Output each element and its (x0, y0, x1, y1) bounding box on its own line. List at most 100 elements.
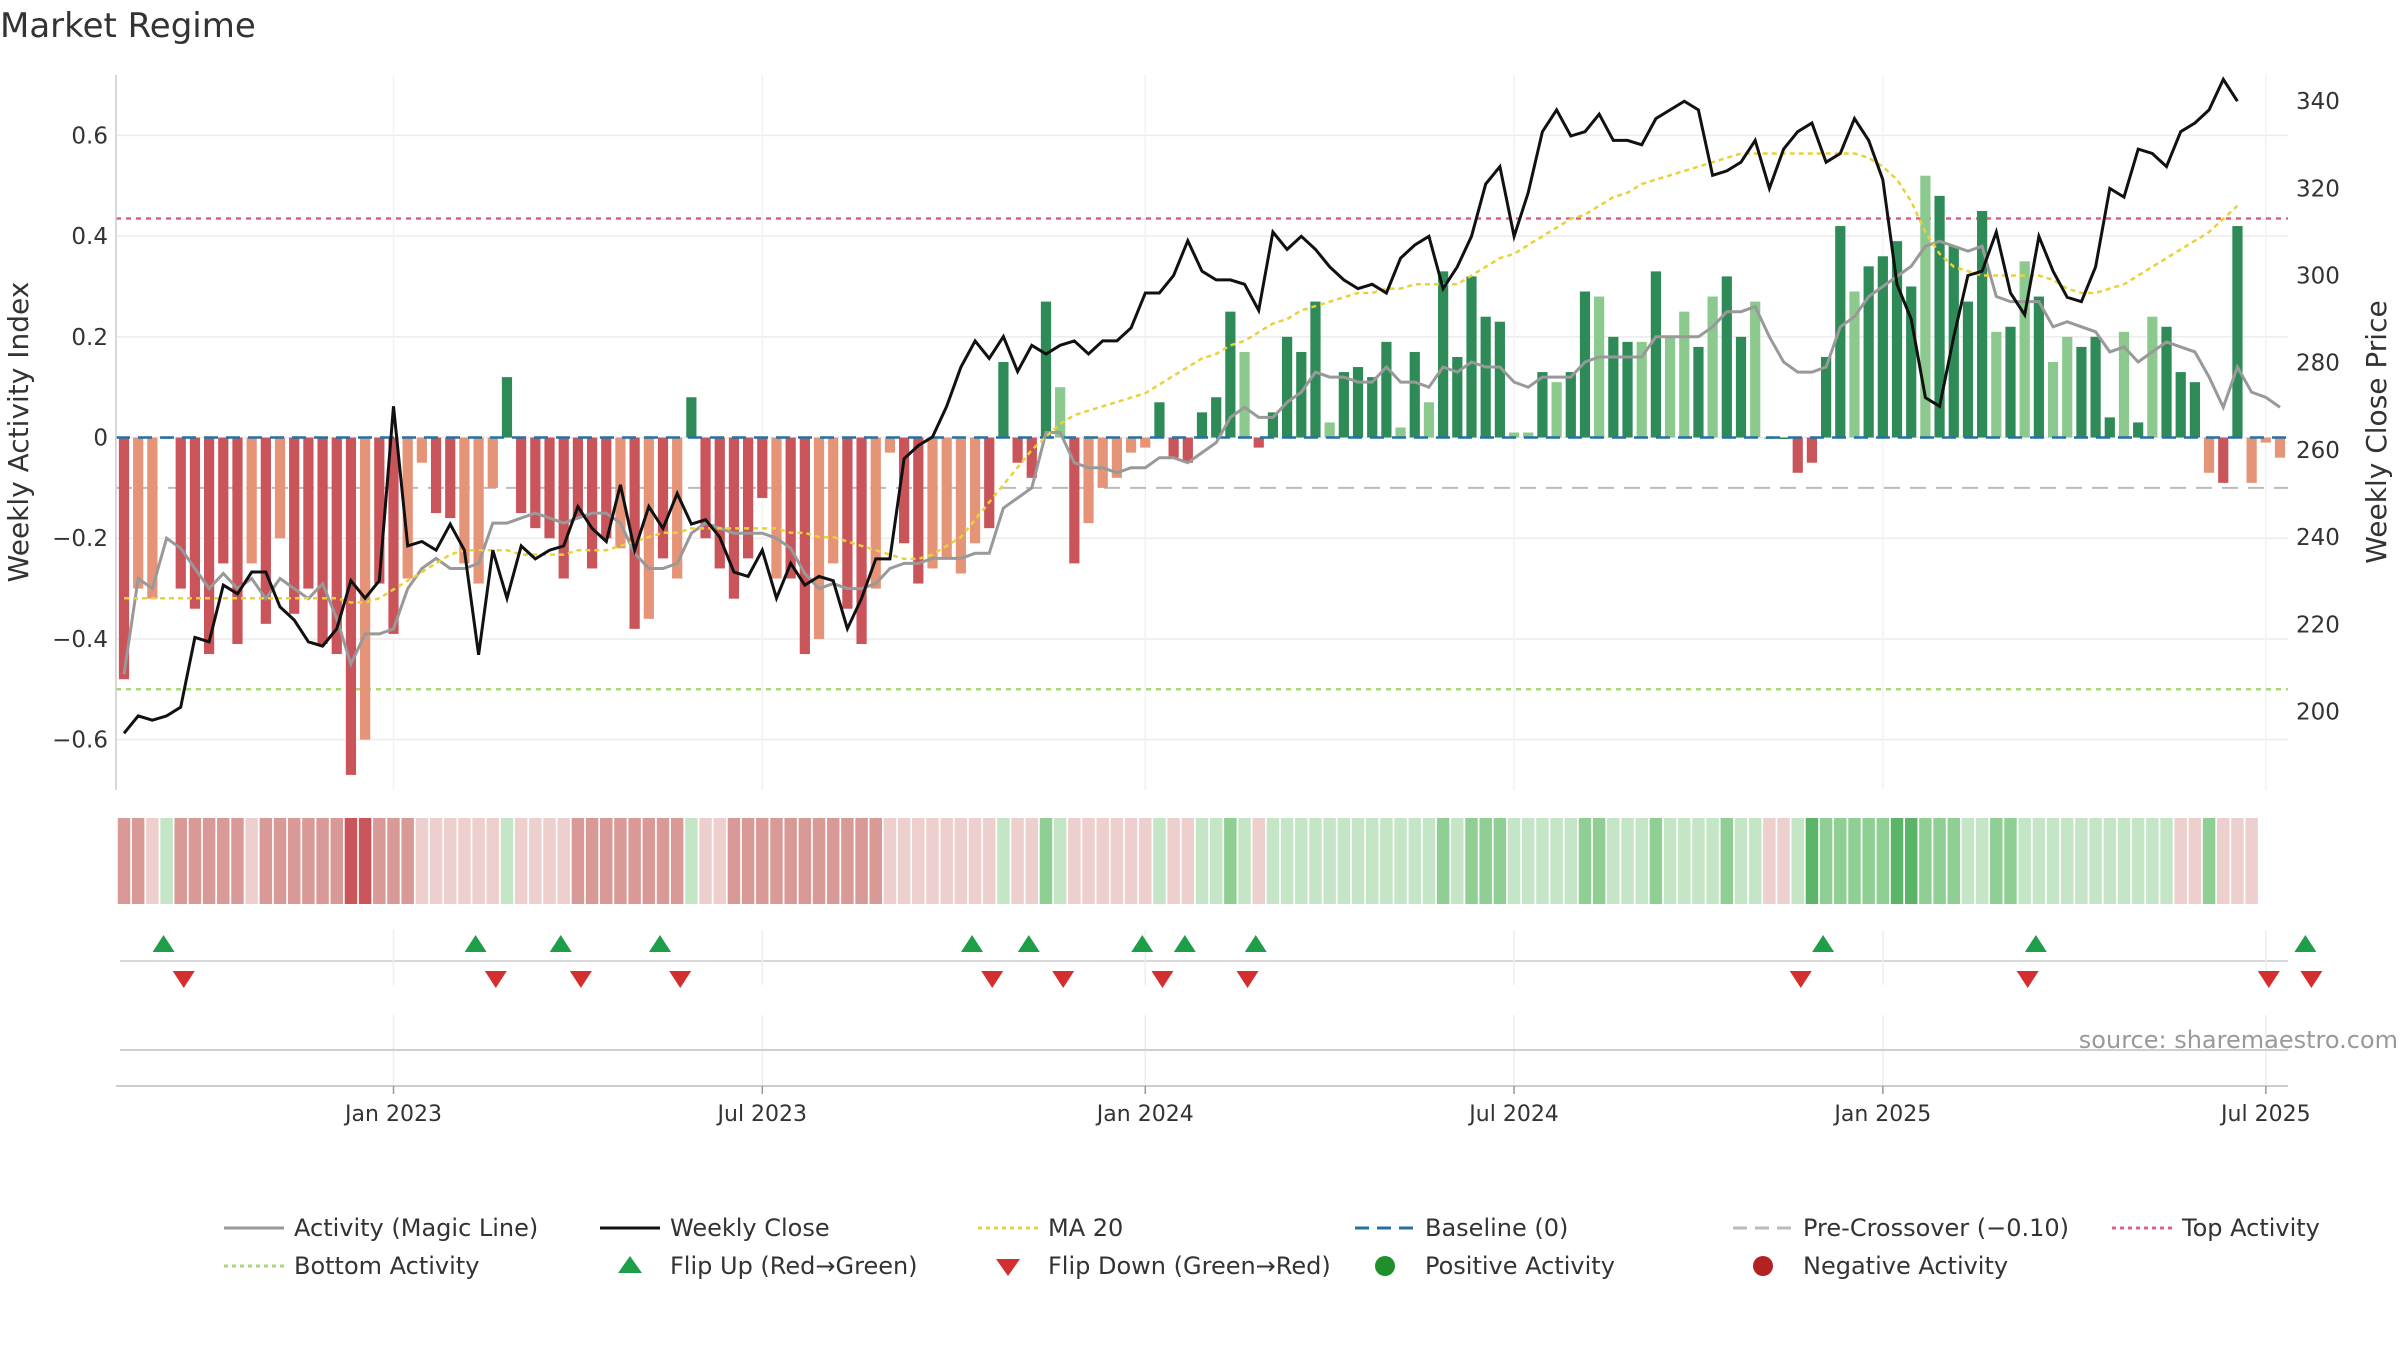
activity-bar (842, 437, 853, 609)
activity-bar (1849, 291, 1860, 438)
regime-cell (1734, 818, 1748, 904)
regime-cell (1791, 818, 1804, 904)
y-tick-left: −0.4 (52, 627, 108, 653)
regime-cell (1422, 818, 1436, 904)
regime-cell (2245, 818, 2258, 904)
regime-cell (1068, 818, 1081, 904)
activity-bar (1211, 397, 1222, 438)
regime-cell (1819, 818, 1833, 904)
regime-cell (756, 818, 769, 904)
y-axis-label-left: Weekly Activity Index (2, 282, 35, 583)
activity-bar (615, 437, 626, 549)
activity-bar (856, 437, 867, 644)
flip-up-marker (464, 935, 487, 952)
activity-bar (388, 437, 399, 634)
activity-bar (430, 437, 442, 514)
activity-bar (1934, 195, 1945, 438)
regime-cell (699, 818, 712, 904)
regime-cell (287, 818, 301, 904)
regime-cell (741, 818, 755, 904)
activity-bar (686, 397, 697, 438)
regime-cell (1053, 818, 1067, 904)
regime-cell (2046, 818, 2060, 904)
activity-bar (232, 437, 243, 644)
flip-down-marker (2257, 971, 2280, 988)
activity-bar (2232, 226, 2243, 438)
y-tick-right: 200 (2296, 700, 2340, 726)
regime-cell (1635, 818, 1648, 904)
flip-down-marker (669, 971, 692, 988)
activity-bar (246, 437, 257, 564)
activity-bar (2274, 437, 2286, 458)
y-tick-right: 220 (2296, 612, 2340, 638)
regime-cell (954, 818, 968, 904)
activity-bar (445, 437, 456, 519)
activity-bar (473, 437, 484, 584)
activity-bar (913, 437, 924, 584)
regime-cell (1592, 818, 1606, 904)
activity-bar (516, 437, 527, 514)
regime-cell (2018, 818, 2031, 904)
flip-down-marker (1151, 971, 1174, 988)
legend-swatch-dot (1753, 1256, 1773, 1276)
regime-cell (1763, 818, 1776, 904)
regime-cell (259, 818, 273, 904)
activity-bar (1409, 351, 1420, 438)
regime-cell (1167, 818, 1180, 904)
activity-bar (133, 437, 144, 589)
legend-label: Bottom Activity (294, 1252, 479, 1280)
regime-cell (302, 818, 315, 904)
regime-cell (373, 818, 386, 904)
activity-bar (1239, 351, 1250, 438)
regime-cell (401, 818, 414, 904)
regime-cell (146, 818, 159, 904)
regime-cell (188, 818, 202, 904)
regime-cell (387, 818, 400, 904)
regime-cell (585, 818, 599, 904)
activity-bar (2005, 326, 2016, 438)
regime-cell (2146, 818, 2159, 904)
regime-cell (2231, 818, 2244, 904)
regime-cell (1224, 818, 1237, 904)
activity-bar (189, 437, 201, 609)
regime-cell (1961, 818, 1975, 904)
regime-cell (940, 818, 953, 904)
regime-cell (1011, 818, 1024, 904)
regime-cell (1990, 818, 2003, 904)
regime-cell (443, 818, 457, 904)
regime-cell (1904, 818, 1918, 904)
activity-bar (558, 437, 569, 579)
weekly-close-line (122, 76, 2239, 735)
regime-cell (472, 818, 485, 904)
regime-cell (1777, 818, 1790, 904)
activity-bar (2076, 346, 2087, 438)
activity-bar (1097, 437, 1108, 488)
activity-bar (1735, 336, 1747, 438)
regime-cell (1181, 818, 1195, 904)
activity-bar (927, 437, 938, 569)
regime-cell (1975, 818, 1989, 904)
regime-cell (770, 818, 783, 904)
activity-bar (360, 437, 371, 740)
regime-cell (1876, 818, 1890, 904)
regime-cell (2202, 818, 2216, 904)
legend: Activity (Magic Line) Weekly Close MA 20 Ba… (224, 1214, 2320, 1280)
regime-cell (1153, 818, 1166, 904)
activity-bar (544, 437, 555, 539)
activity-bar (1196, 412, 1208, 438)
activity-bar (714, 437, 725, 569)
activity-bar (2104, 417, 2115, 438)
activity-bar (1040, 301, 1052, 438)
regime-cell (1578, 818, 1592, 904)
activity-bar (1182, 437, 1193, 463)
activity-bar (260, 437, 271, 624)
activity-bar (1125, 437, 1137, 453)
activity-bar (1594, 296, 1605, 438)
regime-cell (1110, 818, 1124, 904)
activity-bars (116, 175, 2288, 775)
activity-bar (2246, 437, 2257, 483)
activity-bar (1778, 437, 1789, 440)
activity-bar (1055, 387, 1066, 438)
legend-swatch-flip-up (618, 1256, 642, 1273)
flip-down-marker (981, 971, 1004, 988)
